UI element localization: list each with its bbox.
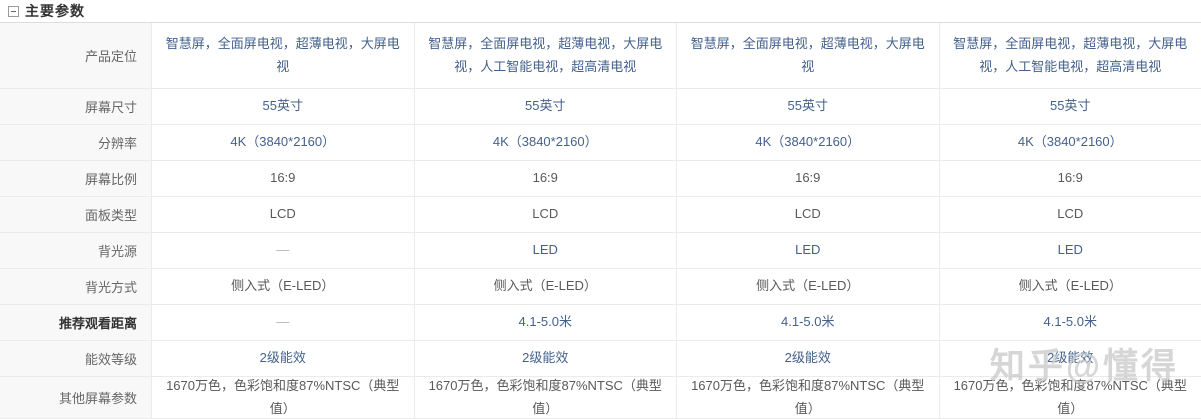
table-row: 产品定位智慧屏，全面屏电视，超薄电视，大屏电视智慧屏，全面屏电视，超薄电视，大屏… [0,23,1201,89]
spec-value: 侧入式（E-LED） [677,269,940,304]
row-label: 面板类型 [0,197,152,232]
spec-value: 1670万色，色彩饱和度87%NTSC（典型值） [152,377,415,418]
spec-value-link[interactable]: 2级能效 [677,341,940,376]
spec-value-link[interactable]: 55英寸 [152,89,415,124]
spec-value: 16:9 [415,161,678,196]
spec-value: 侧入式（E-LED） [415,269,678,304]
spec-value-link[interactable]: 智慧屏，全面屏电视，超薄电视，大屏电视，人工智能电视，超高清电视 [940,23,1201,88]
row-label: 背光源 [0,233,152,268]
row-label: 屏幕尺寸 [0,89,152,124]
spec-value-link[interactable]: 2级能效 [415,341,678,376]
spec-value: 1670万色，色彩饱和度87%NTSC（典型值） [415,377,678,418]
spec-value-link[interactable]: 4.1-5.0米 [940,305,1201,340]
spec-value-link[interactable]: 4.1-5.0米 [677,305,940,340]
section-header: 主要参数 [0,0,1201,22]
spec-value-link[interactable]: 智慧屏，全面屏电视，超薄电视，大屏电视，人工智能电视，超高清电视 [415,23,678,88]
spec-value: LCD [677,197,940,232]
spec-value-link[interactable]: 55英寸 [415,89,678,124]
spec-value-link[interactable]: 智慧屏，全面屏电视，超薄电视，大屏电视 [677,23,940,88]
spec-value: 侧入式（E-LED） [940,269,1201,304]
spec-value-link[interactable]: 智慧屏，全面屏电视，超薄电视，大屏电视 [152,23,415,88]
row-label: 其他屏幕参数 [0,377,152,418]
spec-value: 1670万色，色彩饱和度87%NTSC（典型值） [940,377,1201,418]
row-label: 产品定位 [0,23,152,88]
row-label: 分辨率 [0,125,152,160]
spec-value-link[interactable]: 2级能效 [152,341,415,376]
spec-value: LCD [152,197,415,232]
spec-value-link[interactable]: 4K（3840*2160） [152,125,415,160]
section-title: 主要参数 [25,1,85,21]
spec-value: — [152,305,415,340]
spec-value: 16:9 [152,161,415,196]
spec-value-link[interactable]: 4K（3840*2160） [940,125,1201,160]
spec-value: 侧入式（E-LED） [152,269,415,304]
spec-value-link[interactable]: LED [415,233,678,268]
spec-value: 1670万色，色彩饱和度87%NTSC（典型值） [677,377,940,418]
table-row: 背光方式侧入式（E-LED）侧入式（E-LED）侧入式（E-LED）侧入式（E-… [0,269,1201,305]
spec-value-link[interactable]: LED [677,233,940,268]
spec-value-link[interactable]: 2级能效 [940,341,1201,376]
row-label: 推荐观看距离 [0,305,152,340]
row-label: 背光方式 [0,269,152,304]
spec-value-link[interactable]: 4K（3840*2160） [415,125,678,160]
spec-value: 16:9 [677,161,940,196]
spec-value-link[interactable]: LED [940,233,1201,268]
spec-value: — [152,233,415,268]
row-label: 屏幕比例 [0,161,152,196]
spec-value-link[interactable]: 55英寸 [940,89,1201,124]
spec-value: LCD [940,197,1201,232]
collapse-minus-icon[interactable] [8,6,19,17]
spec-value-link[interactable]: 4.1-5.0米 [415,305,678,340]
spec-table: 产品定位智慧屏，全面屏电视，超薄电视，大屏电视智慧屏，全面屏电视，超薄电视，大屏… [0,22,1201,419]
spec-value: LCD [415,197,678,232]
row-label: 能效等级 [0,341,152,376]
spec-value: 16:9 [940,161,1201,196]
spec-value-link[interactable]: 55英寸 [677,89,940,124]
spec-value-link[interactable]: 4K（3840*2160） [677,125,940,160]
